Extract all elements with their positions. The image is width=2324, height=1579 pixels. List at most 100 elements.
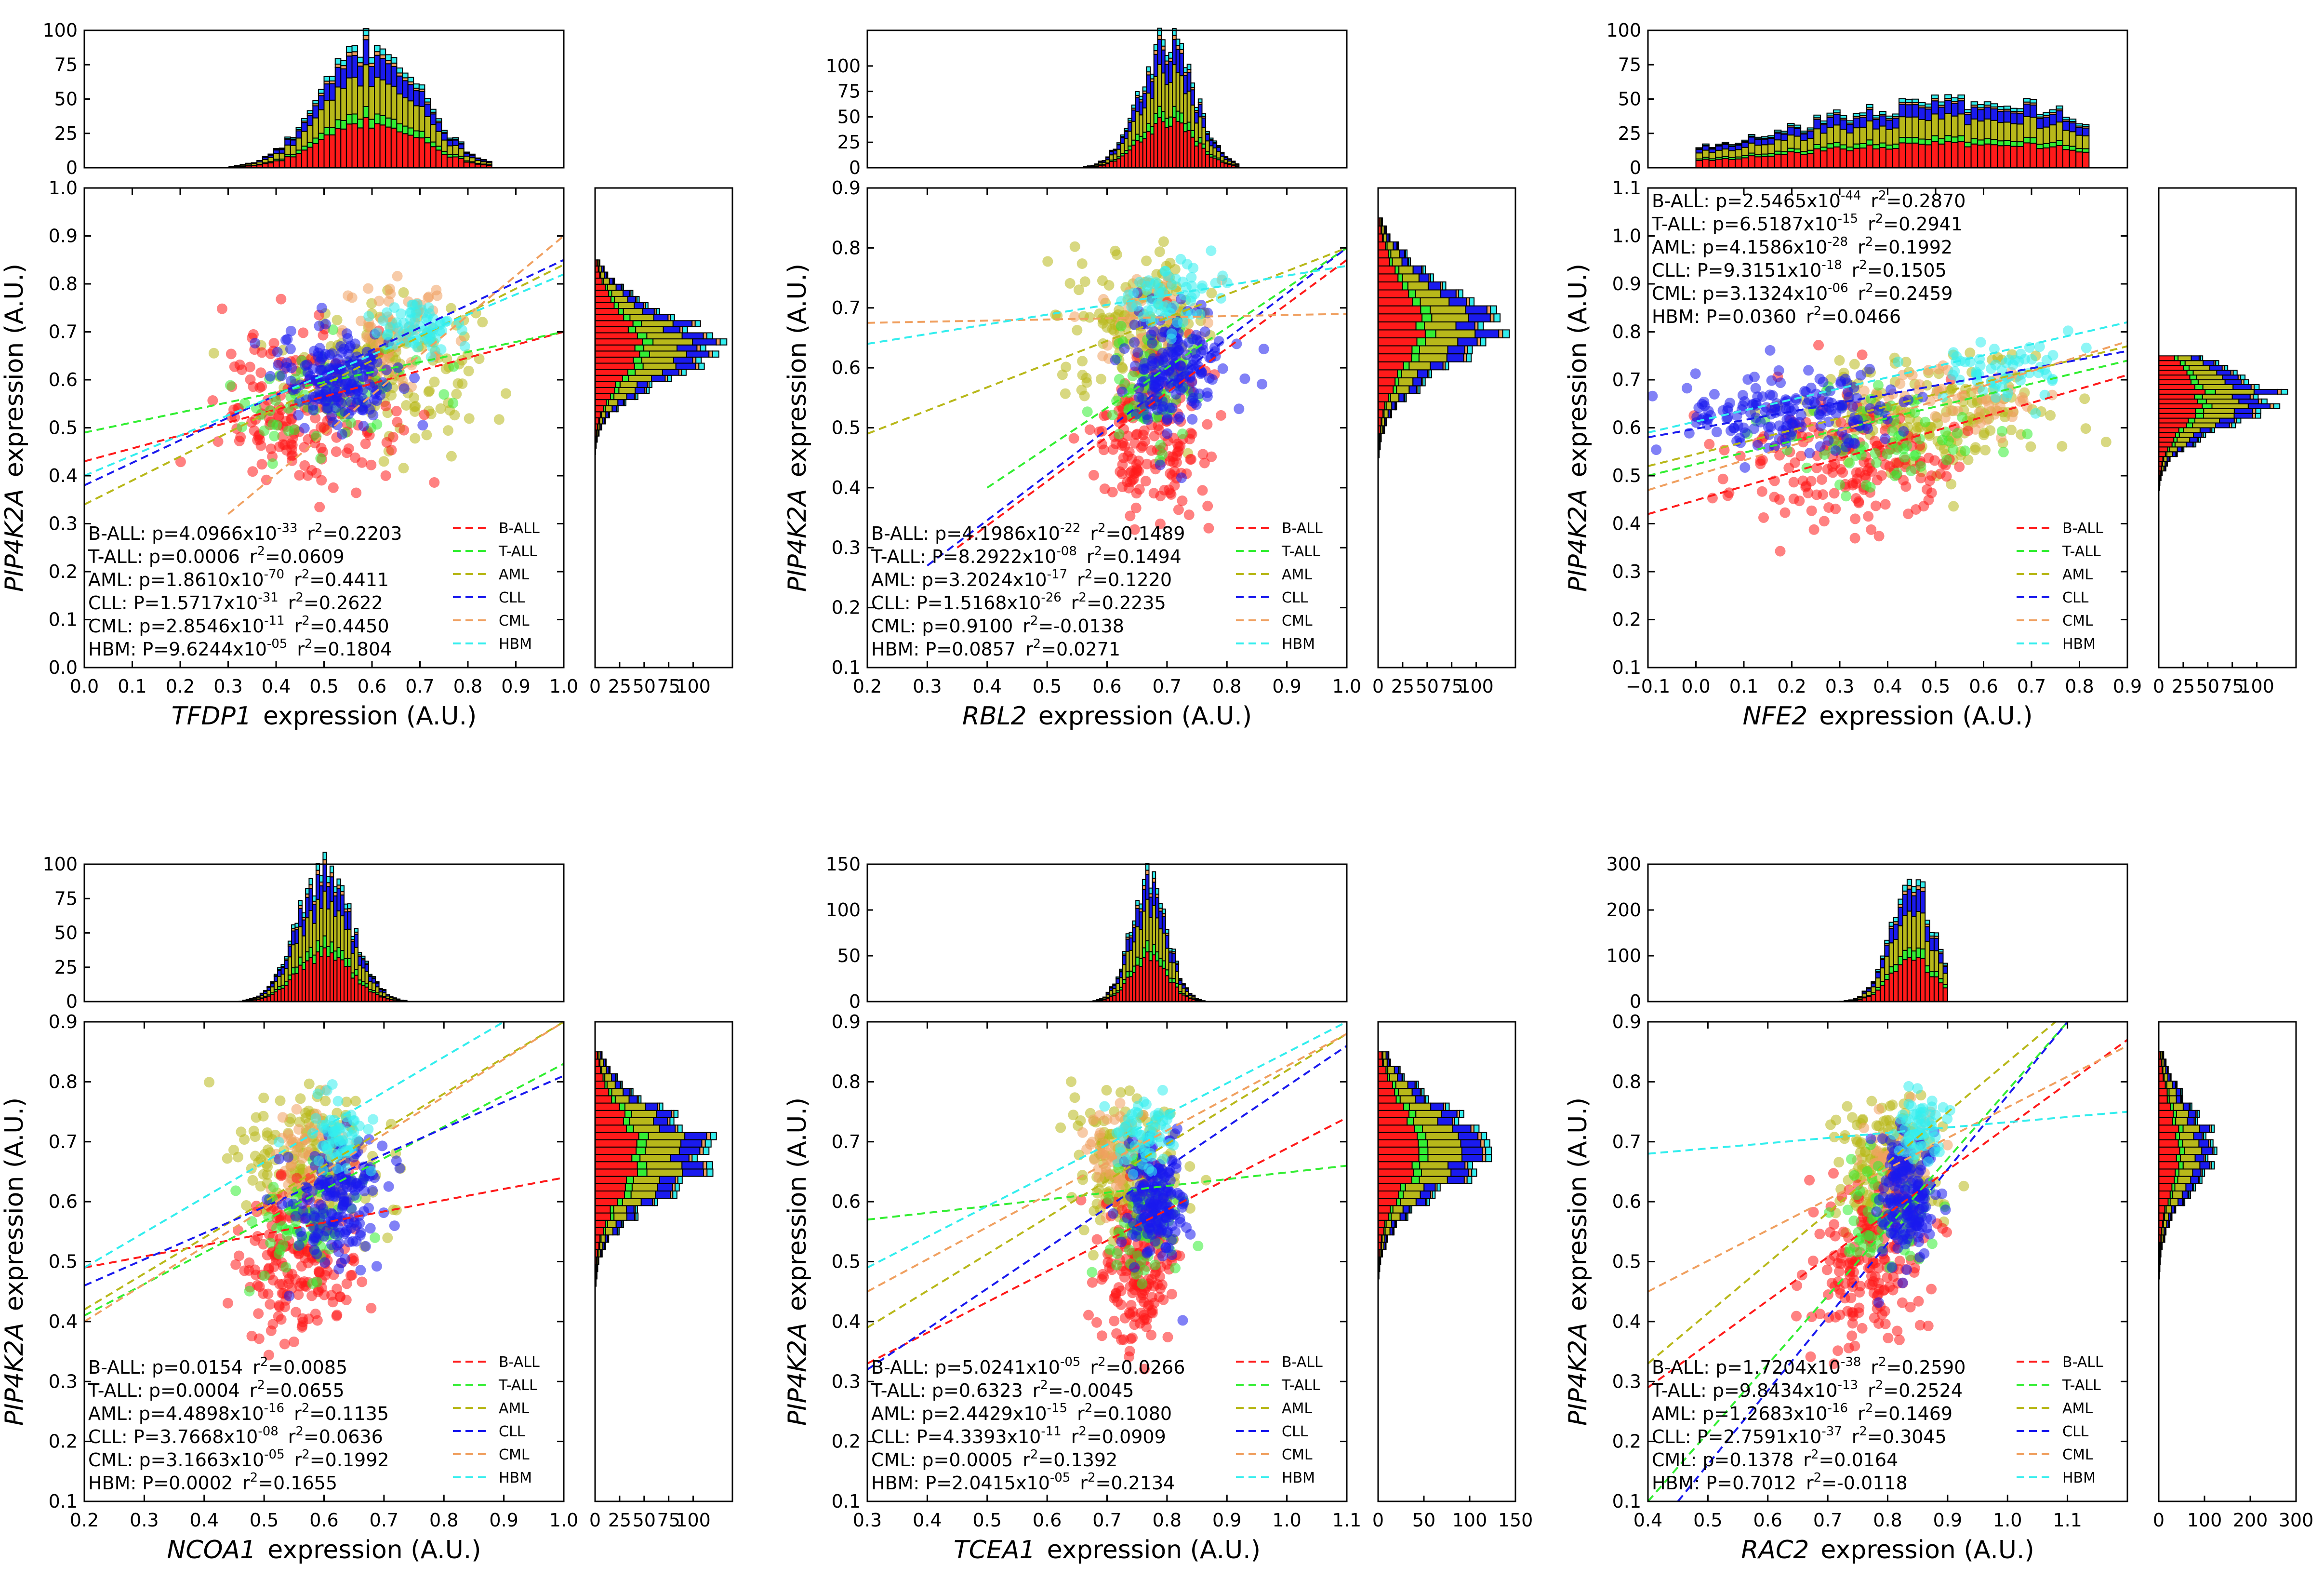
hist-bar-hbm xyxy=(364,961,369,964)
scatter-point-b-all xyxy=(1788,477,1799,488)
hist-bar-t-all xyxy=(374,113,381,124)
hist-bar-aml xyxy=(613,1212,627,1221)
hist-bar-cml xyxy=(374,51,381,56)
hist-bar-cll xyxy=(452,139,459,146)
scatter-point-hbm xyxy=(2007,359,2019,370)
hist-bar-b-all xyxy=(1819,150,1828,169)
hist-bar-hbm xyxy=(1912,98,1919,103)
scatter-point-cml xyxy=(361,332,372,343)
hist-bar-cll xyxy=(686,350,710,358)
hist-bar-b-all xyxy=(1721,158,1729,169)
hist-bar-aml xyxy=(372,982,376,991)
hist-bar-aml xyxy=(1161,72,1166,112)
scatter-point-cll xyxy=(1258,344,1269,355)
scatter-point-b-all xyxy=(1837,467,1848,478)
scatter-point-b-all xyxy=(1876,470,1887,481)
scatter-point-aml xyxy=(463,365,474,376)
scatter-point-cll xyxy=(1149,381,1160,392)
hist-bar-t-all xyxy=(1197,137,1203,144)
hist-bar-cll xyxy=(657,1183,673,1192)
scatter-point-hbm xyxy=(1970,366,1981,377)
scatter-point-t-all xyxy=(1114,428,1125,440)
hist-bar-t-all xyxy=(396,123,403,133)
hist-bar-hbm xyxy=(1442,281,1447,291)
hist-bar-hbm xyxy=(1405,249,1408,259)
hist-bar-hbm xyxy=(649,381,652,388)
top-hist-tick-label: 75 xyxy=(1618,54,1641,75)
hist-bar-cll xyxy=(1186,72,1192,92)
hist-bar-hbm xyxy=(1859,112,1867,117)
y-tick-label: 0.4 xyxy=(832,477,861,498)
hist-bar-hbm xyxy=(301,118,308,122)
scatter-point-t-all xyxy=(1157,449,1168,460)
scatter-point-b-all xyxy=(1808,524,1819,535)
scatter-point-hbm xyxy=(421,314,432,325)
scatter-point-aml xyxy=(247,1175,258,1186)
right-hist-tick-label: 50 xyxy=(633,676,656,697)
hist-bar-cll xyxy=(611,405,617,413)
hist-bar-cll xyxy=(1748,136,1755,144)
hist-bar-aml xyxy=(1793,135,1802,150)
hist-bar-b-all xyxy=(2158,422,2187,428)
hist-bar-hbm xyxy=(2075,123,2083,127)
hist-bar-aml xyxy=(607,283,617,291)
hist-bar-hbm xyxy=(1977,104,1985,108)
scatter-point-aml xyxy=(259,1149,270,1160)
hist-bar-hbm xyxy=(279,147,286,150)
hist-bar-t-all xyxy=(1866,139,1873,146)
hist-bar-b-all xyxy=(1378,377,1396,387)
hist-bar-aml xyxy=(1183,93,1188,124)
hist-bar-cll xyxy=(1899,104,1906,118)
scatter-point-t-all xyxy=(1899,452,1910,463)
hist-bar-aml xyxy=(390,85,398,120)
hist-bar-aml xyxy=(1806,137,1815,151)
hist-bar-hbm xyxy=(2010,107,2018,112)
hist-bar-hbm xyxy=(1800,130,1808,134)
scatter-point-hbm xyxy=(1186,272,1197,283)
hist-bar-b-all xyxy=(1146,131,1151,169)
hist-bar-hbm xyxy=(1872,115,1880,119)
hist-bar-aml xyxy=(2203,408,2235,414)
hist-bar-cll xyxy=(1157,39,1162,65)
scatter-point-b-all xyxy=(253,1308,264,1319)
scatter-point-cll xyxy=(371,1261,382,1272)
hist-bar-b-all xyxy=(312,143,319,169)
scatter-point-b-all xyxy=(1873,531,1885,542)
hist-bar-b-all xyxy=(1190,136,1195,169)
hist-bar-b-all xyxy=(2158,403,2203,409)
hist-bar-aml xyxy=(1150,98,1155,127)
hist-bar-hbm xyxy=(681,369,687,376)
scatter-point-b-all xyxy=(216,303,227,314)
hist-bar-aml xyxy=(2166,451,2173,457)
hist-bar-aml xyxy=(315,898,320,941)
hist-bar-t-all xyxy=(340,120,347,130)
hist-bar-hbm xyxy=(2193,442,2197,448)
scatter-point-t-all xyxy=(1870,448,1881,459)
scatter-point-cll xyxy=(1199,326,1210,337)
hist-bar-hbm xyxy=(385,54,392,61)
hist-bar-b-all xyxy=(446,156,453,168)
scatter-point-b-all xyxy=(316,475,327,486)
hist-bar-t-all xyxy=(618,308,624,315)
hist-bar-t-all xyxy=(634,362,644,370)
scatter-point-cll xyxy=(1144,398,1155,409)
hist-bar-cll xyxy=(385,63,392,85)
hist-bar-t-all xyxy=(624,1183,633,1192)
scatter-point-hbm xyxy=(2041,355,2052,366)
hist-bar-t-all xyxy=(1394,377,1399,387)
hist-bar-t-all xyxy=(2191,379,2199,385)
hist-bar-aml xyxy=(1175,72,1181,112)
hist-bar-b-all xyxy=(322,947,327,1002)
scatter-point-b-all xyxy=(289,1336,299,1347)
hist-bar-cll xyxy=(301,919,306,937)
scatter-point-cll xyxy=(1158,376,1169,388)
right-hist-tick-label: 100 xyxy=(1459,676,1494,697)
scatter-point-t-all xyxy=(1892,468,1903,479)
hist-bar-b-all xyxy=(595,1183,626,1192)
hist-bar-aml xyxy=(643,344,677,352)
scatter-point-aml xyxy=(1980,444,1991,455)
hist-bar-b-all xyxy=(1774,153,1782,168)
scatter-point-aml xyxy=(1111,249,1122,260)
hist-bar-t-all xyxy=(1780,151,1788,155)
hist-bar-hbm xyxy=(2082,124,2090,127)
